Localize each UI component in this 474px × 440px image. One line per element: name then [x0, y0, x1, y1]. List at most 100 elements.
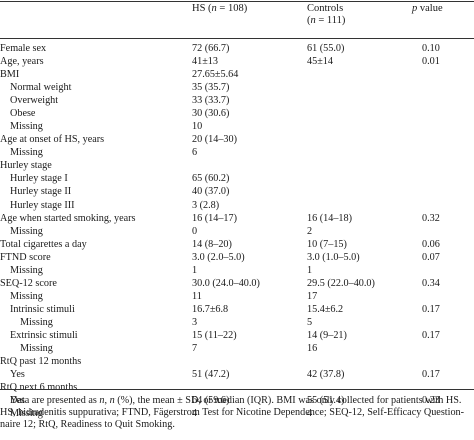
row-label: Hurley stage	[0, 160, 52, 172]
table-row: Missing 10	[0, 120, 474, 133]
table-row: Age when started smoking, years 16 (14–17…	[0, 212, 474, 225]
footnote-line: Data are presented as n, n (%), the mean…	[10, 395, 462, 406]
table-top-rule	[0, 1, 474, 2]
p-value: 0.07	[422, 251, 440, 263]
table-row: SEQ-12 score 30.0 (24.0–40.0) 29.5 (22.0–4…	[0, 277, 474, 290]
hs-value: 41±13	[192, 56, 218, 67]
table-row: BMI 27.65±5.64	[0, 68, 474, 81]
footnote-line: naire 12; RtQ, Readiness to Quit Smoking…	[0, 419, 175, 430]
table-row: Normal weight 35 (35.7)	[0, 81, 474, 94]
hs-value: 51 (47.2)	[192, 369, 230, 380]
table-row: Hurley stage III 3 (2.8)	[0, 199, 474, 212]
hs-value: 3.0 (2.0–5.0)	[192, 251, 245, 263]
row-label: RtQ next 6 months	[0, 382, 78, 393]
row-label: Yes	[10, 369, 25, 380]
row-label: Missing	[10, 264, 43, 276]
hs-value: 10	[192, 121, 203, 133]
controls-value: 4	[307, 408, 313, 420]
row-label: Missing	[10, 408, 43, 420]
controls-value: 5	[307, 316, 313, 328]
row-label: Missing	[20, 342, 53, 354]
hs-value: 72 (66.7)	[192, 43, 230, 54]
hs-value: 40 (37.0)	[192, 186, 230, 198]
table-row: RtQ next 6 months	[0, 381, 474, 394]
row-label: Missing	[10, 225, 43, 237]
controls-value: 1	[307, 264, 313, 276]
table-row: Overweight 33 (33.7)	[0, 94, 474, 107]
row-label: Age at onset of HS, years	[0, 134, 105, 146]
table-row: FTND score 3.0 (2.0–5.0) 3.0 (1.0–5.0) 0.07	[0, 251, 474, 264]
hs-value: 64 (59.6)	[192, 395, 230, 407]
table-row: Missing 1 1	[0, 264, 474, 277]
controls-value: 16	[307, 342, 318, 354]
row-label: SEQ-12 score	[0, 277, 57, 289]
row-label: Missing	[10, 121, 43, 133]
hs-value: 14 (8–20)	[192, 238, 232, 250]
hs-value: 3	[192, 316, 198, 328]
hs-value: 30.0 (24.0–40.0)	[192, 277, 260, 289]
table-row: RtQ past 12 months	[0, 355, 474, 368]
row-label: Yes	[10, 395, 25, 407]
table-row: Missing 3 5	[0, 316, 474, 329]
table-row: Age at onset of HS, years 20 (14–30)	[0, 133, 474, 146]
hs-value: 11	[192, 290, 202, 302]
hs-value: 20 (14–30)	[192, 134, 237, 146]
row-label: Female sex	[0, 43, 47, 54]
row-label: Extrinsic stimuli	[10, 329, 78, 341]
table-footnote: Data are presented as n, n (%), the mean…	[0, 395, 474, 431]
controls-value: 3.0 (1.0–5.0)	[307, 251, 360, 263]
table-row: Missing 6	[0, 146, 474, 159]
controls-value: 2	[307, 225, 313, 237]
row-label: BMI	[0, 69, 20, 81]
hs-value: 1	[192, 264, 198, 276]
row-label: Hurley stage II	[10, 186, 72, 198]
header-controls: Controls	[307, 3, 344, 14]
row-label: Age, years	[0, 56, 44, 67]
hs-value: 3 (2.8)	[192, 199, 220, 211]
table-row: Intrinsic stimuli 16.7±6.8 15.4±6.2 0.17	[0, 303, 474, 316]
p-value: 0.17	[422, 329, 440, 341]
row-label: Overweight	[10, 95, 59, 107]
row-label: Normal weight	[10, 82, 72, 94]
controls-value: 15.4±6.2	[307, 303, 344, 315]
hs-value: 15 (11–22)	[192, 329, 237, 341]
table-row: Female sex 72 (66.7) 61 (55.0) 0.10	[0, 42, 474, 55]
p-value: 0.32	[422, 212, 440, 224]
table-row: Age, years 41±13 45±14 0.01	[0, 55, 474, 68]
row-label: Total cigarettes a day	[0, 238, 87, 250]
table-row: Extrinsic stimuli 15 (11–22) 14 (9–21) 0.17	[0, 329, 474, 342]
table-row: Hurley stage II 40 (37.0)	[0, 185, 474, 198]
table-row: Total cigarettes a day 14 (8–20) 10 (7–15)…	[0, 238, 474, 251]
row-label: Missing	[10, 147, 43, 159]
p-value: 0.23	[422, 395, 440, 407]
row-label: Age when started smoking, years	[0, 212, 136, 224]
hs-value: 35 (35.7)	[192, 82, 230, 94]
row-label: Hurley stage I	[10, 173, 68, 185]
controls-value: 45±14	[307, 56, 333, 67]
table-row: Missing 4 4	[0, 407, 474, 420]
table-row: Yes 64 (59.6) 55 (51.4) 0.23	[0, 394, 474, 407]
table-row: Obese 30 (30.6)	[0, 107, 474, 120]
table-row: Missing 0 2	[0, 225, 474, 238]
row-label: FTND score	[0, 251, 51, 263]
table-row: Missing 11 17	[0, 290, 474, 303]
hs-value: 0	[192, 225, 198, 237]
controls-value: 14 (9–21)	[307, 329, 347, 341]
row-label: Hurley stage III	[10, 199, 75, 211]
controls-value: 61 (55.0)	[307, 43, 345, 54]
table-header-rule	[0, 38, 474, 39]
controls-value: 17	[307, 290, 318, 302]
row-label: Missing	[10, 290, 43, 302]
table-bottom-rule	[0, 389, 474, 390]
controls-value: 42 (37.8)	[307, 369, 345, 380]
header-hs: HS (n = 108)	[192, 3, 248, 14]
table-row: Hurley stage	[0, 159, 474, 172]
p-value: 0.06	[422, 238, 440, 250]
hs-value: 65 (60.2)	[192, 173, 230, 185]
hs-value: 33 (33.7)	[192, 95, 230, 107]
row-label: Intrinsic stimuli	[10, 303, 75, 315]
row-label: Obese	[10, 108, 36, 120]
header-p-value: p value	[412, 3, 443, 14]
table-row: Missing 7 16	[0, 342, 474, 355]
p-value: 0.10	[422, 43, 440, 54]
